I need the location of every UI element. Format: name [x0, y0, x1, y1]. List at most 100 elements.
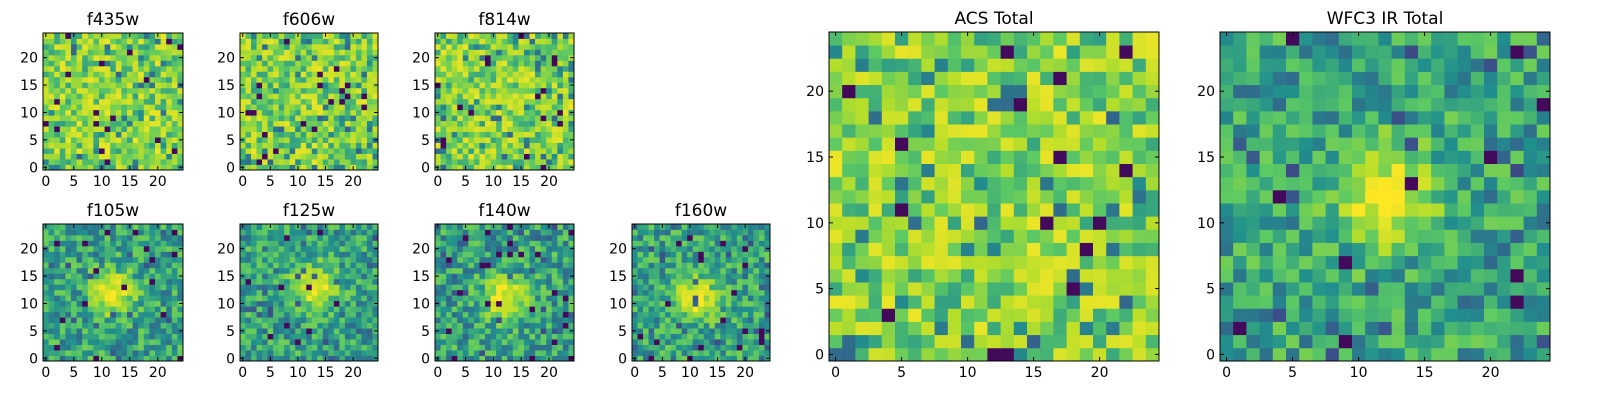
heatmap-cell: [149, 300, 156, 307]
heatmap-cell: [177, 262, 184, 269]
heatmap-cell: [490, 240, 497, 247]
heatmap-cell: [121, 344, 128, 351]
heatmap-cell: [540, 256, 547, 263]
heatmap-cell: [546, 295, 553, 302]
y-tick-label: 0: [29, 351, 38, 367]
heatmap-cell: [317, 82, 324, 89]
heatmap-cell: [518, 300, 525, 307]
heatmap-cell: [328, 306, 335, 313]
heatmap-cell: [267, 109, 274, 116]
heatmap-cell: [361, 355, 368, 362]
heatmap-cell: [322, 333, 329, 340]
heatmap-cell: [76, 262, 83, 269]
heatmap-cell: [659, 234, 666, 241]
heatmap-cell: [764, 262, 771, 269]
heatmap-cell: [747, 350, 754, 356]
heatmap-cell: [479, 60, 486, 67]
heatmap-cell: [440, 267, 447, 274]
heatmap-cell: [166, 350, 173, 356]
heatmap-cell: [535, 295, 542, 302]
heatmap-cell: [344, 148, 351, 154]
heatmap-cell: [54, 33, 61, 39]
y-tick-label: 0: [226, 160, 235, 176]
heatmap-cell: [540, 38, 547, 45]
heatmap-cell: [256, 273, 263, 280]
heatmap-cell: [54, 278, 61, 285]
heatmap-cell: [110, 317, 117, 324]
heatmap-cell: [535, 65, 542, 72]
heatmap-cell: [562, 240, 569, 247]
heatmap-cell: [654, 245, 660, 252]
heatmap-cell: [295, 109, 302, 116]
heatmap-cell: [48, 104, 55, 111]
heatmap-cell: [457, 142, 464, 149]
heatmap-cell: [82, 311, 89, 318]
heatmap-cell: [551, 38, 558, 45]
heatmap-cell: [155, 60, 161, 67]
heatmap-cell: [1119, 229, 1133, 243]
heatmap-cell: [82, 306, 89, 313]
heatmap-cell: [535, 317, 542, 324]
heatmap-cell: [121, 350, 128, 356]
heatmap-cell: [485, 142, 491, 149]
heatmap-cell: [355, 49, 362, 56]
heatmap-cell: [551, 251, 558, 258]
heatmap-cell: [731, 339, 738, 345]
heatmap-cell: [104, 317, 111, 324]
heatmap-cell: [76, 273, 83, 280]
heatmap-cell: [59, 322, 66, 329]
heatmap-cell: [76, 251, 83, 258]
heatmap-cell: [71, 43, 77, 50]
heatmap-cell: [273, 148, 280, 154]
heatmap-cell: [440, 339, 447, 345]
heatmap-cell: [562, 33, 569, 39]
heatmap-cell: [703, 251, 710, 258]
heatmap-cell: [731, 229, 738, 236]
heatmap-cell: [295, 284, 302, 291]
heatmap-cell: [138, 153, 145, 160]
heatmap-cell: [344, 333, 351, 340]
heatmap-cell: [479, 284, 486, 291]
heatmap-cell: [350, 131, 357, 138]
heatmap-cell: [720, 311, 727, 318]
heatmap-cell: [535, 311, 542, 318]
heatmap-cell: [54, 355, 61, 362]
heatmap-cell: [457, 164, 464, 171]
heatmap-cell: [709, 355, 716, 362]
heatmap-cell: [99, 148, 105, 154]
heatmap-cell: [54, 322, 61, 329]
x-tick-label: 15: [512, 174, 530, 190]
heatmap-cell: [546, 65, 553, 72]
heatmap-cell: [93, 339, 100, 345]
heatmap-cell: [82, 251, 89, 258]
heatmap-cell: [300, 131, 307, 138]
heatmap-cell: [372, 126, 379, 133]
heatmap-cell: [132, 344, 139, 351]
heatmap-cell: [632, 333, 638, 340]
heatmap-cell: [240, 284, 246, 291]
heatmap-cell: [65, 355, 72, 362]
heatmap-cell: [714, 251, 721, 258]
heatmap-cell: [76, 295, 83, 302]
heatmap-cell: [171, 278, 178, 285]
heatmap-cell: [160, 65, 167, 72]
heatmap-cell: [65, 306, 72, 313]
heatmap-cell: [115, 43, 122, 50]
heatmap-cell: [961, 321, 975, 336]
heatmap-cell: [104, 245, 111, 252]
heatmap-cell: [490, 306, 497, 313]
heatmap-cell: [659, 273, 666, 280]
heatmap-cell: [99, 289, 105, 296]
heatmap-cell: [328, 322, 335, 329]
heatmap-cell: [306, 344, 313, 351]
heatmap-cell: [557, 148, 564, 154]
heatmap-cell: [289, 267, 296, 274]
heatmap-cell: [143, 49, 150, 56]
heatmap-cell: [462, 142, 469, 149]
heatmap-cell: [273, 339, 280, 345]
heatmap-cell: [300, 311, 307, 318]
heatmap-cell: [93, 224, 100, 230]
heatmap-cell: [496, 306, 503, 313]
heatmap-cell: [138, 339, 145, 345]
heatmap-cell: [306, 355, 313, 362]
